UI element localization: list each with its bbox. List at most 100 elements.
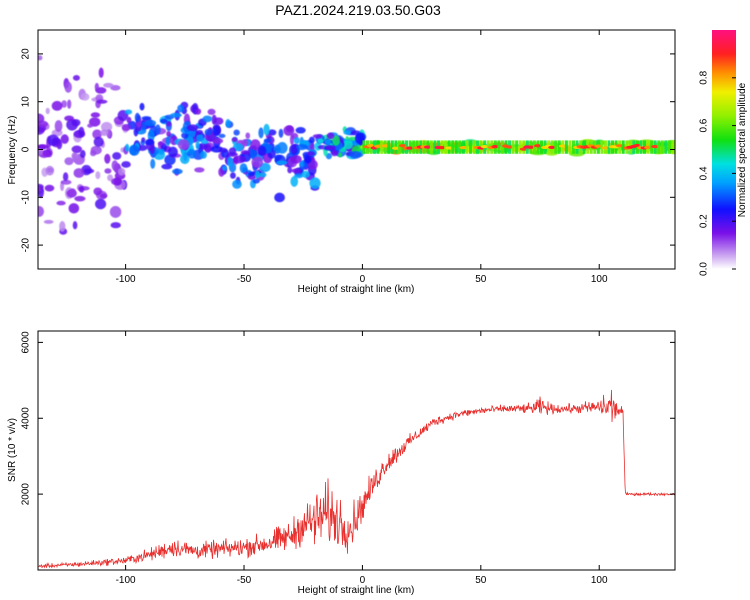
spectrogram-cell (71, 145, 83, 154)
spectrogram-cell (74, 195, 86, 202)
snr-panel: -100 -50 0 50 100 2000 4000 6000 Height of str… (7, 330, 676, 596)
spectrogram-cell (218, 133, 226, 139)
spectrogram-cell (207, 108, 216, 115)
spectrogram-cell (291, 168, 302, 173)
spectrogram-cell (80, 93, 90, 101)
spectrogram-cell (325, 152, 332, 160)
spectrogram-cell (61, 100, 68, 108)
spectrogram-cell (177, 104, 185, 113)
spectrogram-cell (429, 140, 433, 154)
spectrogram-cell (454, 140, 458, 154)
spectrogram-cell (445, 146, 454, 150)
colorbar: 0.0 0.2 0.4 0.6 0.8 Normalized spectral ampl… (699, 30, 748, 276)
spectrogram-cell (144, 119, 157, 127)
colorbar-tick-label: 0.8 (699, 70, 710, 84)
spectrogram-cell (196, 134, 204, 142)
spectrogram-cell (183, 151, 188, 161)
spectrogram-cell (451, 140, 455, 154)
spectrogram-cell (657, 140, 661, 154)
spectrogram-cell (60, 179, 72, 185)
spectrogram-cell (170, 112, 182, 118)
spectrogram-cell (177, 139, 190, 150)
spectrogram-xtick-label: -50 (237, 274, 252, 285)
snr-x-label: Height of straight line (km) (298, 585, 415, 596)
spectrogram-cell (94, 82, 100, 92)
spectrogram-cell (644, 145, 653, 150)
spectrogram-cell (324, 139, 332, 145)
snr-xtick-label: 100 (591, 575, 608, 586)
spectrogram-cell (231, 137, 238, 143)
spectrogram-cell (92, 129, 102, 140)
spectrogram-cell (497, 140, 501, 154)
spectrogram-ytick-label: 10 (21, 96, 32, 108)
spectrogram-cell (391, 146, 400, 150)
spectrogram-cell (295, 127, 306, 134)
spectrogram-cell (213, 125, 221, 137)
spectrogram-cell (126, 116, 132, 124)
spectrogram-cell (195, 129, 204, 135)
spectrogram-cell (134, 112, 140, 123)
snr-xtick-label: -100 (116, 575, 136, 586)
spectrogram-xtick-label: 100 (591, 274, 608, 285)
spectrogram-cell (438, 146, 447, 150)
spectrogram-cell (157, 141, 164, 146)
spectrogram-cell (227, 156, 234, 167)
snr-xtick-label: 50 (475, 575, 487, 586)
spectrogram-cell (245, 132, 251, 140)
spectrogram-cell (518, 140, 522, 154)
spectrogram-ytick-label: 20 (21, 48, 32, 60)
spectrogram-cell (117, 167, 126, 176)
spectrogram-cell (98, 67, 104, 78)
spectrogram-cell (651, 144, 660, 149)
spectrogram-cell (95, 171, 101, 180)
spectrogram-cell (249, 147, 257, 160)
spectrogram-cell (233, 129, 240, 136)
spectrogram-cell (64, 157, 74, 166)
spectrogram-cell (290, 176, 299, 187)
spectrogram-cell (141, 116, 152, 121)
spectrogram-cell (287, 166, 293, 174)
spectrogram-cell (332, 135, 340, 146)
spectrogram-cell (387, 140, 391, 154)
spectrogram-cell (56, 200, 66, 206)
spectrogram-cell (526, 145, 535, 149)
spectrogram-cell (263, 123, 270, 136)
spectrogram-cell (250, 139, 261, 151)
spectrogram-cell (283, 125, 295, 136)
spectrogram-cell (72, 153, 78, 163)
spectrogram-cell (263, 138, 272, 143)
spectrogram-cell (228, 147, 237, 156)
colorbar-tick-label: 0.4 (699, 166, 710, 180)
spectrogram-cell (107, 174, 114, 182)
spectrogram-cell (594, 144, 603, 148)
spectrogram-cell (103, 82, 114, 88)
spectrogram-cell (166, 121, 172, 127)
spectrogram-cell (69, 188, 76, 197)
spectrogram-cell (194, 108, 202, 115)
spectrogram-x-label: Height of straight line (km) (298, 284, 415, 295)
spectrogram-cell (125, 143, 130, 152)
spectrogram-cell (222, 165, 227, 171)
spectrogram-cell (79, 149, 86, 159)
spectrogram-cell (111, 160, 119, 171)
spectrogram-cell (44, 184, 55, 192)
spectrogram-cell (343, 130, 352, 135)
spectrogram-cell (78, 186, 85, 193)
spectrogram-cell (161, 163, 173, 170)
spectrogram-cell (111, 177, 122, 186)
spectrogram-cell (72, 74, 80, 81)
spectrogram-cell (181, 132, 189, 139)
spectrogram-cell (154, 124, 161, 135)
spectrogram-cell (296, 144, 308, 151)
spectrogram-cell (564, 140, 568, 154)
spectrogram-xtick-label: 50 (475, 274, 487, 285)
spectrogram-cell (168, 146, 178, 158)
spectrogram-cell (87, 123, 93, 128)
spectrogram-cell (330, 150, 339, 157)
spectrogram-cell (121, 123, 131, 132)
spectrogram-cell (109, 206, 122, 218)
spectrogram-cell (149, 144, 155, 155)
spectrogram-cell (664, 140, 668, 154)
spectrogram-cell (258, 127, 264, 139)
snr-ytick-label: 6000 (21, 331, 32, 354)
